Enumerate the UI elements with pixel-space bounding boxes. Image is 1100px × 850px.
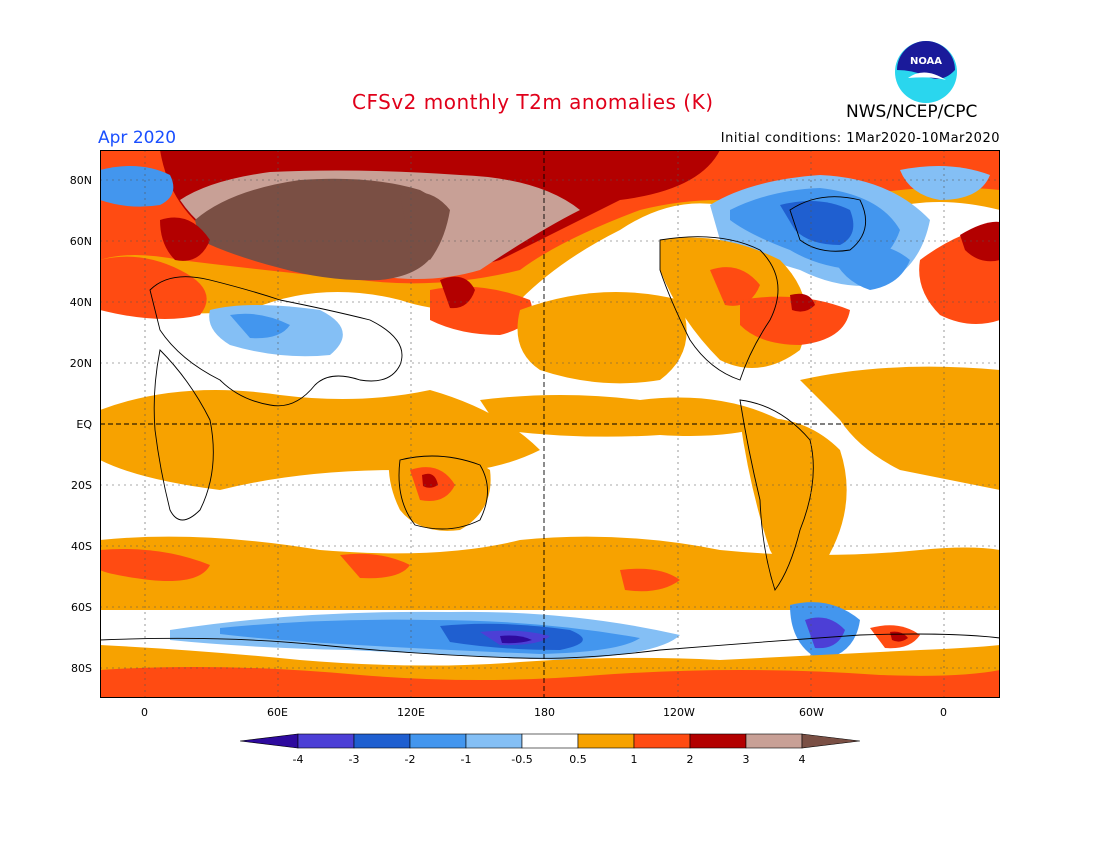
- colorbar-2-3: [689, 733, 747, 749]
- so-red-2: [340, 553, 410, 579]
- npacific-orange: [517, 292, 687, 384]
- europe-darkred: [960, 221, 1000, 262]
- wAtlantic-red: [740, 296, 850, 345]
- asia-cool-mid: [230, 313, 290, 339]
- namerica-red: [710, 267, 760, 306]
- agency-label: NWS/NCEP/CPC: [846, 102, 978, 122]
- colorbar-label: -4: [293, 753, 304, 766]
- anomaly-map: [100, 150, 1000, 698]
- samerica-orange: [740, 418, 847, 577]
- atlantic-cold-lt: [830, 244, 910, 290]
- lat-label-40s: 40S: [71, 540, 92, 553]
- noaa-logo: NOAA: [895, 41, 957, 103]
- westEurasia-red: [100, 256, 207, 319]
- siberia-gt4: [195, 178, 443, 281]
- lon-label-60w: 60W: [799, 706, 824, 719]
- antarctic-red: [100, 666, 1000, 698]
- westEurasia-darkred: [160, 217, 210, 261]
- lat-label-60n: 60N: [69, 235, 92, 248]
- gridlines: [100, 150, 1000, 698]
- colorbar-gt4: [801, 733, 860, 749]
- lat-label-eq: EQ: [76, 418, 92, 431]
- gulfstream-darkred: [790, 293, 815, 312]
- chart-title: CFSv2 monthly T2m anomalies (K): [352, 90, 714, 114]
- antarctic-cool-west-dark: [805, 617, 845, 649]
- coastlines: [100, 196, 1000, 659]
- lat-label-20s: 20S: [71, 479, 92, 492]
- lon-label-120e: 120E: [397, 706, 425, 719]
- colorbar-neg2-neg1: [409, 733, 467, 749]
- lon-label-0-right: 0: [940, 706, 947, 719]
- antarctic-cool-lt4: [500, 635, 532, 644]
- colorbar: -4 -3 -2 -1 -0.5 0.5 1 2 3 4: [240, 733, 860, 766]
- initial-conditions: Initial conditions: 1Mar2020-10Mar2020: [720, 131, 1000, 146]
- australia-darkred: [422, 473, 438, 488]
- lon-label-60e: 60E: [267, 706, 288, 719]
- so-red-1: [100, 549, 210, 581]
- arctic-cold-left: [100, 166, 174, 207]
- colorbar-neg3-neg2: [353, 733, 411, 749]
- japan-darkred: [440, 276, 475, 309]
- colorbar-label: -2: [405, 753, 416, 766]
- colorbar-label: 1: [631, 753, 638, 766]
- lon-label-180: 180: [534, 706, 555, 719]
- colorbar-05-1: [577, 733, 635, 749]
- colorbar-3-4: [745, 733, 803, 749]
- colorbar-label: -3: [349, 753, 360, 766]
- epac-orange: [480, 395, 780, 437]
- lat-label-80s: 80S: [71, 662, 92, 675]
- siberia-gt4-b: [400, 192, 450, 260]
- atlantic-orange: [800, 366, 1000, 490]
- logo-text: NOAA: [910, 56, 942, 67]
- colorbar-label: 0.5: [569, 753, 587, 766]
- colorbar-label: 3: [743, 753, 750, 766]
- lon-label-0: 0: [141, 706, 148, 719]
- canada-cold-dark: [780, 201, 854, 245]
- lat-label-60s: 60S: [71, 601, 92, 614]
- lon-label-120w: 120W: [663, 706, 695, 719]
- colorbar-label: -0.5: [511, 753, 532, 766]
- colorbar-neg1-neg05: [465, 733, 523, 749]
- colorbar-label: -1: [461, 753, 472, 766]
- equator-dateline: [100, 150, 1000, 698]
- colorbar-neg4-neg3: [297, 733, 355, 749]
- month-label: Apr 2020: [98, 128, 177, 148]
- lat-label-40n: 40N: [69, 296, 92, 309]
- colorbar-label: 4: [799, 753, 806, 766]
- colorbar-neutral: [521, 733, 579, 749]
- lat-label-80n: 80N: [69, 174, 92, 187]
- so-red-3: [620, 568, 680, 592]
- colorbar-1-2: [633, 733, 691, 749]
- so-orange: [100, 536, 1000, 610]
- colorbar-label: 2: [687, 753, 694, 766]
- colorbar-lt-neg4: [240, 733, 299, 749]
- lat-label-20n: 20N: [69, 357, 92, 370]
- arctic-cold-right: [900, 166, 990, 200]
